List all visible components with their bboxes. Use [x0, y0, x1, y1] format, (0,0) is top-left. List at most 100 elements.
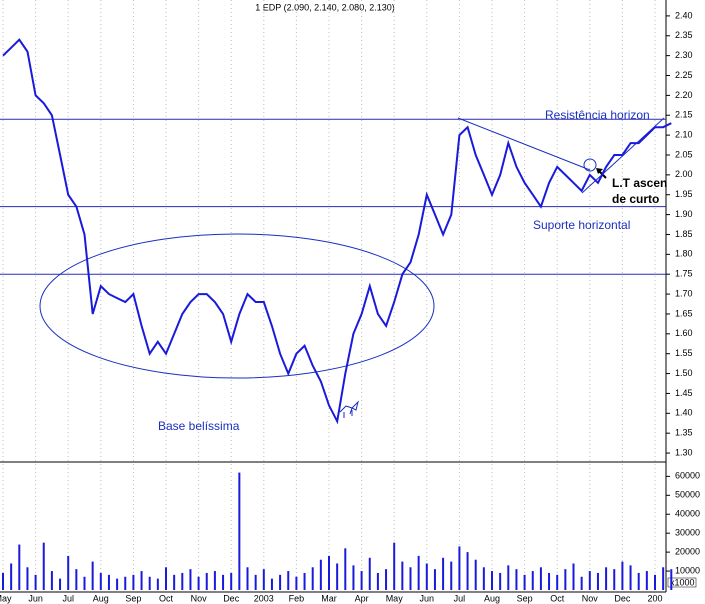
x-tick-label: May	[0, 593, 12, 603]
y-tick-label: 2.10	[675, 129, 693, 139]
resistance-trendline	[457, 117, 591, 171]
volume-bar	[230, 572, 233, 590]
smile-icon	[583, 158, 597, 172]
volume-bar	[254, 574, 257, 590]
volume-bar	[75, 569, 78, 590]
volume-bar	[26, 567, 29, 590]
x-tick-label: Oct	[159, 593, 174, 603]
x-tick-label: 2003	[254, 593, 274, 603]
volume-bar	[319, 559, 322, 590]
volume-bar	[654, 574, 656, 590]
y-tick-label: 40000	[675, 509, 700, 519]
volume-bar	[42, 542, 45, 590]
volume-bar	[499, 572, 502, 590]
x-tick-label: Apr	[355, 593, 369, 603]
x-tick-label: Aug	[93, 593, 109, 603]
volume-bar	[507, 565, 510, 590]
x-tick-label: Feb	[289, 593, 305, 603]
volume-bar	[360, 571, 363, 590]
volume-bar	[645, 571, 648, 590]
volume-bar	[588, 571, 591, 590]
volume-bar	[34, 574, 37, 590]
bull-icon	[339, 400, 359, 418]
x-tick-label: Jul	[454, 593, 466, 603]
x-tick-label: Oct	[550, 593, 565, 603]
y-tick-label: 1.85	[675, 229, 693, 239]
volume-bar	[556, 574, 559, 590]
volume-bar	[91, 561, 94, 590]
y-tick-label: 2.35	[675, 30, 693, 40]
volume-bar	[531, 571, 534, 590]
y-tick-label: 1.45	[675, 388, 693, 398]
x-tick-label: Nov	[191, 593, 208, 603]
volume-bar	[10, 563, 13, 590]
y-tick-label: 60000	[675, 471, 700, 481]
y-tick-label: 1.30	[675, 447, 693, 457]
volume-unit: x1000	[670, 577, 695, 587]
y-tick-label: 1.55	[675, 348, 693, 358]
volume-bar	[246, 567, 249, 590]
y-tick-label: 50000	[675, 490, 700, 500]
y-tick-label: 1.70	[675, 288, 693, 298]
x-tick-label: Dec	[223, 593, 240, 603]
y-tick-label: 1.60	[675, 328, 693, 338]
volume-bar	[368, 557, 371, 590]
volume-bar	[107, 574, 110, 590]
volume-bar	[99, 572, 102, 590]
x-tick-label: Nov	[582, 593, 599, 603]
x-tick-label: Sep	[517, 593, 533, 603]
volume-bar	[287, 571, 290, 590]
volume-bar	[425, 563, 428, 590]
volume-bar	[662, 567, 665, 590]
base-ellipse	[39, 233, 435, 379]
volume-bar	[596, 572, 599, 590]
y-tick-label: 1.40	[675, 408, 693, 418]
volume-bar	[393, 542, 396, 590]
volume-bar	[409, 567, 412, 590]
y-tick-label: 1.50	[675, 368, 693, 378]
volume-bar	[181, 572, 184, 590]
volume-bar	[466, 552, 469, 590]
y-tick-label: 10000	[675, 565, 700, 575]
y-tick-label: 1.65	[675, 308, 693, 318]
volume-bar	[18, 544, 21, 590]
volume-bar	[515, 569, 518, 590]
volume-bar	[213, 571, 216, 590]
volume-bar	[148, 576, 151, 590]
volume-bar	[344, 548, 347, 590]
volume-bar	[523, 574, 526, 590]
y-tick-label: 2.40	[675, 10, 693, 20]
volume-bar	[572, 563, 575, 590]
volume-bar	[629, 565, 632, 590]
volume-bar	[401, 561, 404, 590]
y-tick-label: 2.15	[675, 110, 693, 120]
annotation: Resistência horizon	[545, 108, 650, 122]
y-tick-label: 1.90	[675, 209, 693, 219]
volume-bar	[613, 569, 616, 590]
volume-bar	[442, 557, 445, 590]
annotation: Base belíssima	[158, 419, 240, 433]
volume-bar	[621, 561, 624, 590]
annotation: Suporte horizontal	[533, 218, 630, 232]
chart-title: 1 EDP (2.090, 2.140, 2.080, 2.130)	[255, 2, 394, 12]
volume-bar	[433, 569, 436, 590]
volume-bar	[295, 576, 298, 590]
x-tick-label: 200	[647, 593, 662, 603]
y-tick-label: 1.35	[675, 428, 693, 438]
volume-bar	[156, 578, 159, 590]
y-tick-label: 2.05	[675, 149, 693, 159]
annotation: L.T ascen	[612, 176, 667, 190]
volume-bar	[417, 555, 420, 590]
y-tick-label: 2.25	[675, 70, 693, 80]
volume-bar	[50, 571, 53, 590]
volume-bar	[2, 572, 4, 590]
volume-bar	[474, 559, 477, 590]
x-tick-label: Sep	[125, 593, 141, 603]
volume-bar	[352, 565, 355, 590]
y-tick-label: 2.00	[675, 169, 693, 179]
y-tick-label: 1.80	[675, 249, 693, 259]
volume-bar	[336, 563, 339, 590]
volume-bar	[67, 555, 70, 590]
x-tick-label: Aug	[484, 593, 500, 603]
